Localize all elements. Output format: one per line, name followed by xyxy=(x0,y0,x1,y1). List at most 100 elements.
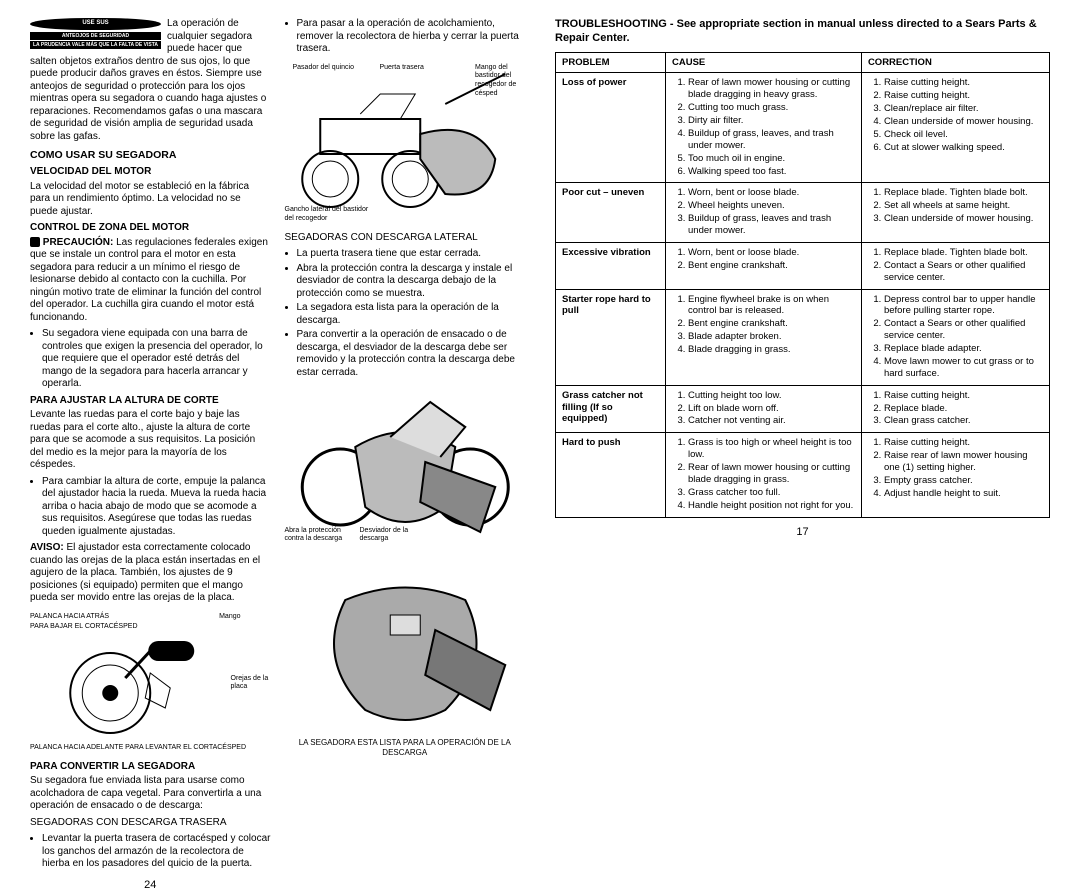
cause-item: Bent engine crankshaft. xyxy=(688,318,855,330)
fix-item: Replace blade. Tighten blade bolt. xyxy=(884,187,1043,199)
fix-item: Cut at slower walking speed. xyxy=(884,142,1043,154)
fix-item: Contact a Sears or other qualified servi… xyxy=(884,260,1043,284)
cause-item: Wheel heights uneven. xyxy=(688,200,855,212)
text-descarga-lateral: SEGADORAS CON DESCARGA LATERAL xyxy=(285,232,526,245)
fix-item: Raise cutting height. xyxy=(884,390,1043,402)
text-descarga-trasera: SEGADORAS CON DESCARGA TRASERA xyxy=(30,817,271,830)
left-col-2: Para pasar a la operación de acolchamien… xyxy=(285,18,526,816)
section-como-usar: COMO USAR SU SEGADORA xyxy=(30,149,271,162)
table-row: Hard to push Grass is too high or wheel h… xyxy=(556,433,1050,517)
problem-cell: Starter rope hard to pull xyxy=(556,289,666,385)
diagram-ready-discharge xyxy=(285,570,526,730)
correction-cell: Depress control bar to upper handle befo… xyxy=(861,289,1049,385)
bullet-acolchamiento: Para pasar a la operación de acolchamien… xyxy=(297,18,526,56)
left-page: USE SUS ANTEOJOS DE SEGURIDAD LA PRUDENC… xyxy=(30,18,525,816)
correction-cell: Raise cutting height.Raise rear of lawn … xyxy=(861,433,1049,517)
cause-item: Handle height position not right for you… xyxy=(688,500,855,512)
cause-cell: Cutting height too low.Lift on blade wor… xyxy=(666,385,862,433)
troubleshooting-table: PROBLEM CAUSE CORRECTION Loss of power Re… xyxy=(555,52,1050,518)
cause-item: Rear of lawn mower housing or cutting bl… xyxy=(688,77,855,101)
cause-item: Lift on blade worn off. xyxy=(688,403,855,415)
cause-item: Blade dragging in grass. xyxy=(688,344,855,356)
problem-cell: Hard to push xyxy=(556,433,666,517)
fix-item: Replace blade. Tighten blade bolt. xyxy=(884,247,1043,259)
fix-item: Clean grass catcher. xyxy=(884,415,1043,427)
problem-cell: Excessive vibration xyxy=(556,242,666,289)
recycle-icon xyxy=(30,237,40,247)
caption-ready: LA SEGADORA ESTA LISTA PARA LA OPERACIÓN… xyxy=(285,738,526,758)
cause-item: Dirty air filter. xyxy=(688,115,855,127)
bullet-barra: Su segadora viene equipada con una barra… xyxy=(42,328,271,391)
fix-item: Replace blade. xyxy=(884,403,1043,415)
text-velocidad: La velocidad del motor se estableció en … xyxy=(30,181,271,219)
heading-convertir: PARA CONVERTIR LA SEGADORA xyxy=(30,761,271,774)
fix-item: Clean underside of mower housing. xyxy=(884,116,1043,128)
fix-item: Clean underside of mower housing. xyxy=(884,213,1043,225)
lbl-palanca-adelante: PALANCA HACIA ADELANTE PARA LEVANTAR EL … xyxy=(30,744,271,753)
table-row: Poor cut – unevenWorn, bent or loose bla… xyxy=(556,183,1050,243)
diagram-wheel-adjuster: PALANCA HACIA ATRÁS PARA BAJAR EL CORTAC… xyxy=(30,613,271,753)
text-precaucion: PRECAUCIÓN: Las regulaciones federales e… xyxy=(30,237,271,325)
correction-cell: Raise cutting height.Replace blade.Clean… xyxy=(861,385,1049,433)
safety-warning-badge: USE SUS ANTEOJOS DE SEGURIDAD LA PRUDENC… xyxy=(30,18,161,50)
lbl-pasador: Pasador del quincio xyxy=(293,64,355,73)
goggles-label: USE SUS xyxy=(30,18,161,30)
fix-item: Depress control bar to upper handle befo… xyxy=(884,294,1043,318)
troubleshooting-title: TROUBLESHOOTING - See appropriate sectio… xyxy=(555,18,1050,46)
lbl-mango: Mango xyxy=(219,613,240,622)
cause-item: Rear of lawn mower housing or cutting bl… xyxy=(688,462,855,486)
cause-item: Walking speed too fast. xyxy=(688,166,855,178)
lbl-palanca-atras: PALANCA HACIA ATRÁS xyxy=(30,613,109,622)
fix-item: Contact a Sears or other qualified servi… xyxy=(884,318,1043,342)
text-aviso: AVISO: El ajustador esta correctamente c… xyxy=(30,542,271,605)
cause-item: Buildup of grass, leaves, and trash unde… xyxy=(688,128,855,152)
page-number-right: 17 xyxy=(555,526,1050,540)
page-number-left: 24 xyxy=(30,879,271,892)
cause-item: Worn, bent or loose blade. xyxy=(688,187,855,199)
heading-velocidad: VELOCIDAD DEL MOTOR xyxy=(30,166,271,179)
prudencia-label: LA PRUDENCIA VALE MÁS QUE LA FALTA DE VI… xyxy=(30,41,161,49)
right-page: TROUBLESHOOTING - See appropriate sectio… xyxy=(555,18,1050,816)
fix-item: Raise cutting height. xyxy=(884,437,1043,449)
cause-item: Grass is too high or wheel height is too… xyxy=(688,437,855,461)
diagram-side-discharge-open: Abra la protección contra la descarga De… xyxy=(285,387,526,562)
cause-item: Blade adapter broken. xyxy=(688,331,855,343)
fix-item: Check oil level. xyxy=(884,129,1043,141)
cause-item: Too much oil in engine. xyxy=(688,153,855,165)
col-correction: CORRECTION xyxy=(861,52,1049,73)
bullet-cambiar-altura: Para cambiar la altura de corte, empuje … xyxy=(42,476,271,539)
cause-item: Bent engine crankshaft. xyxy=(688,260,855,272)
correction-cell: Raise cutting height.Raise cutting heigh… xyxy=(861,73,1049,183)
col-problem: PROBLEM xyxy=(556,52,666,73)
fix-item: Raise cutting height. xyxy=(884,77,1043,89)
heading-control-zona: CONTROL DE ZONA DEL MOTOR xyxy=(30,222,271,235)
precaucion-body: Las regulaciones federales exigen que se… xyxy=(30,237,268,323)
bullet-levantar: Levantar la puerta trasera de cortacéspe… xyxy=(42,833,271,871)
lbl-abra: Abra la protección contra la descarga xyxy=(285,527,355,545)
aviso-body: El ajustador esta correctamente colocado… xyxy=(30,542,260,603)
fix-item: Replace blade adapter. xyxy=(884,343,1043,355)
bullet-puerta-cerrada: La puerta trasera tiene que estar cerrad… xyxy=(297,248,526,261)
cause-cell: Grass is too high or wheel height is too… xyxy=(666,433,862,517)
correction-cell: Replace blade. Tighten blade bolt.Contac… xyxy=(861,242,1049,289)
bullet-convertir-ensacado: Para convertir a la operación de ensacad… xyxy=(297,329,526,379)
cause-cell: Rear of lawn mower housing or cutting bl… xyxy=(666,73,862,183)
fix-item: Clean/replace air filter. xyxy=(884,103,1043,115)
lbl-desviador: Desviador de la descarga xyxy=(360,527,420,545)
table-row: Loss of power Rear of lawn mower housing … xyxy=(556,73,1050,183)
fix-item: Empty grass catcher. xyxy=(884,475,1043,487)
cause-item: Buildup of grass, leaves and trash under… xyxy=(688,213,855,237)
aviso-label: AVISO: xyxy=(30,542,64,553)
lbl-mango-rec: Mango del bastidor del recogedor de césp… xyxy=(475,64,525,99)
problem-cell: Loss of power xyxy=(556,73,666,183)
heading-altura: PARA AJUSTAR LA ALTURA DE CORTE xyxy=(30,395,271,408)
fix-item: Move lawn mower to cut grass or to hard … xyxy=(884,356,1043,380)
cause-item: Grass catcher too full. xyxy=(688,487,855,499)
table-row: Excessive vibrationWorn, bent or loose b… xyxy=(556,242,1050,289)
fix-item: Raise cutting height. xyxy=(884,90,1043,102)
cause-item: Cutting height too low. xyxy=(688,390,855,402)
fix-item: Raise rear of lawn mower housing one (1)… xyxy=(884,450,1043,474)
col-cause: CAUSE xyxy=(666,52,862,73)
cause-item: Catcher not venting air. xyxy=(688,415,855,427)
diagram-rear-bagger: Pasador del quincio Puerta trasera Mango… xyxy=(285,64,526,224)
